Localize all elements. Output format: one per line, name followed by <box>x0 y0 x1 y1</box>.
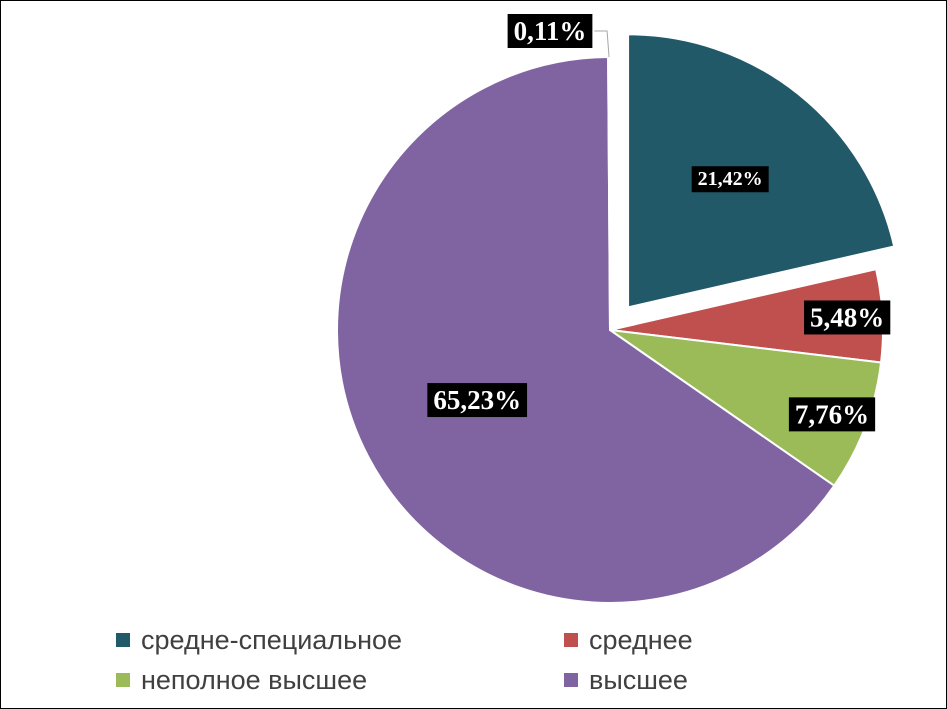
legend-item-nepolnoe-vysshee: неполное высшее <box>116 663 564 697</box>
legend-label: высшее <box>589 665 688 695</box>
legend-label: средне-специальное <box>141 625 403 655</box>
data-label-text: 0,11% <box>514 16 587 46</box>
data-label-text: 65,23% <box>433 385 521 415</box>
pie-slice-высшее <box>336 55 836 604</box>
data-label-background <box>691 166 769 193</box>
legend-label: неполное высшее <box>141 665 368 695</box>
chart-legend: средне-специальное среднее неполное высш… <box>116 623 756 697</box>
legend-item-vysshee: высшее <box>564 663 756 697</box>
data-label-background <box>804 300 891 335</box>
data-label-background <box>788 397 876 432</box>
pie-slices <box>336 33 896 604</box>
legend-swatch <box>564 633 578 647</box>
data-label-text: 21,42% <box>698 168 763 190</box>
data-label-среднее: 5,48% <box>804 300 891 335</box>
legend-item-sredne-specialnoe: средне-специальное <box>116 623 564 657</box>
pie-data-labels: 21,42% 5,48% 7,76% 65,23% 0,11% <box>427 14 891 432</box>
legend-label: среднее <box>589 625 693 655</box>
legend-swatch <box>116 673 130 687</box>
legend-swatch <box>116 633 130 647</box>
data-label-высшее: 65,23% <box>427 383 528 418</box>
data-label-text: 5,48% <box>810 302 884 332</box>
data-label-background <box>427 383 528 418</box>
data-label-средне-специальное: 21,42% <box>691 166 769 193</box>
data-label-text: 7,76% <box>795 399 869 429</box>
legend-swatch <box>564 673 578 687</box>
data-label-неполное-высшее: 7,76% <box>788 397 876 432</box>
data-label-background <box>507 14 593 48</box>
data-label-small-segment: 0,11% <box>507 14 593 48</box>
legend-item-srednee: среднее <box>564 623 756 657</box>
leader-line <box>594 30 610 58</box>
